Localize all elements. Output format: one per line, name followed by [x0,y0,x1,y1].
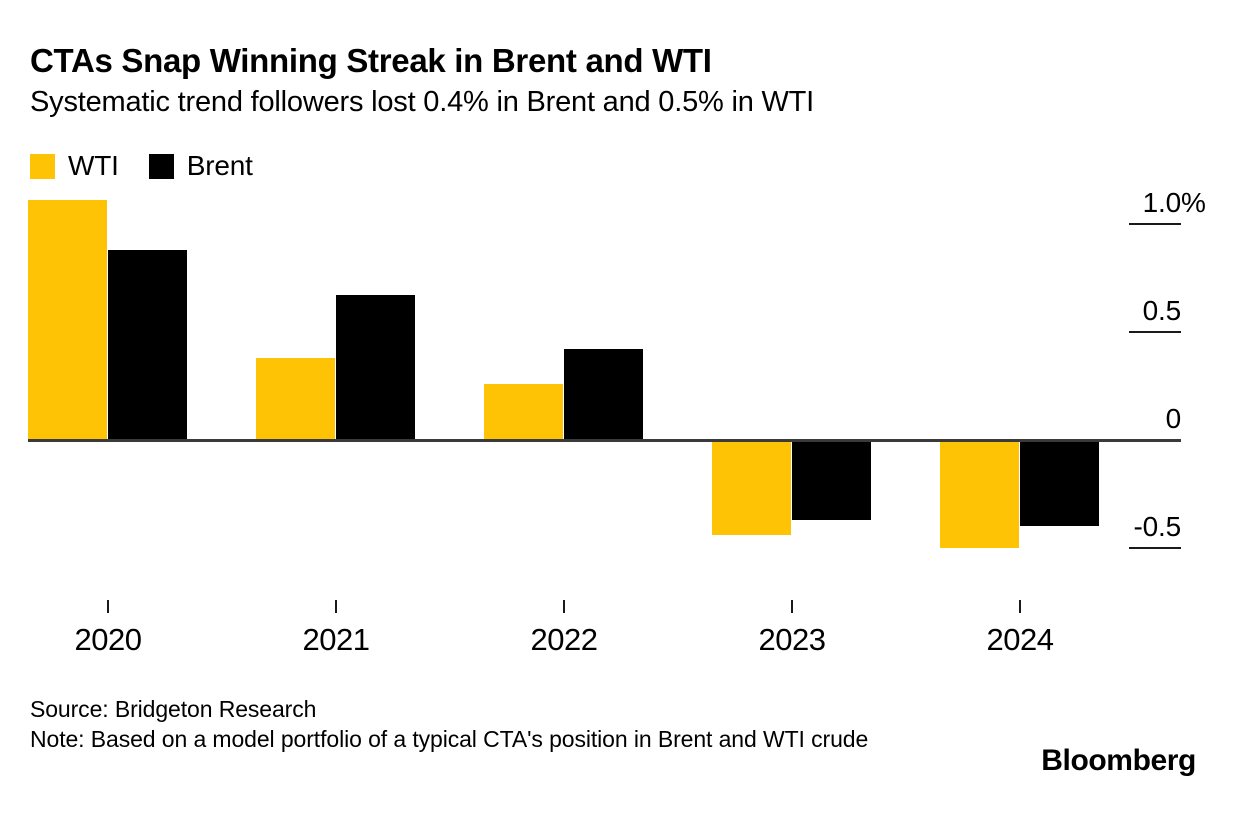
legend-label-brent: Brent [186,150,253,181]
x-tick-label: 2022 [530,622,598,657]
x-tick-label: 2024 [986,622,1054,657]
bar-wti-2024 [940,440,1019,548]
legend: WTI Brent [30,150,253,182]
source-text: Source: Bridgeton Research [30,696,317,722]
wti-swatch-icon [30,153,55,179]
page-subtitle: Systematic trend followers lost 0.4% in … [30,86,815,118]
bar-brent-2020 [108,250,187,440]
y-tick-label: 1.0% [1142,187,1206,218]
x-tick-label: 2020 [74,622,142,657]
legend-label-wti: WTI [68,150,119,181]
bar-brent-2024 [1020,440,1099,526]
bar-brent-2022 [564,349,643,440]
y-tick-line [1129,223,1181,225]
legend-item-brent: Brent [148,150,253,182]
brent-swatch-icon [148,153,174,179]
x-tick-line [791,600,793,613]
bar-brent-2021 [336,295,415,440]
zero-baseline [28,439,1181,442]
bar-brent-2023 [792,440,871,520]
bar-wti-2020 [28,200,107,440]
percent-suffix: % [1181,187,1206,218]
x-tick-line [107,600,109,613]
bar-wti-2023 [712,440,791,535]
legend-item-wti: WTI [30,150,119,182]
x-tick-label: 2021 [302,622,370,657]
y-tick-label: -0.5 [1133,511,1182,542]
y-tick-line [1129,547,1181,549]
note-text: Note: Based on a model portfolio of a ty… [30,726,869,752]
footer-text: Source: Bridgeton Research Note: Based o… [30,694,910,754]
y-tick-line [1129,331,1181,333]
x-tick-line [335,600,337,613]
bar-wti-2022 [484,384,563,440]
x-tick-line [563,600,565,613]
page-title: CTAs Snap Winning Streak in Brent and WT… [30,42,712,79]
bar-wti-2021 [256,358,335,440]
y-tick-label: 0.5 [1142,295,1182,326]
y-tick-label: 0 [1165,403,1182,434]
x-tick-line [1019,600,1021,613]
bloomberg-logo: Bloomberg [1041,744,1196,777]
x-tick-label: 2023 [758,622,826,657]
